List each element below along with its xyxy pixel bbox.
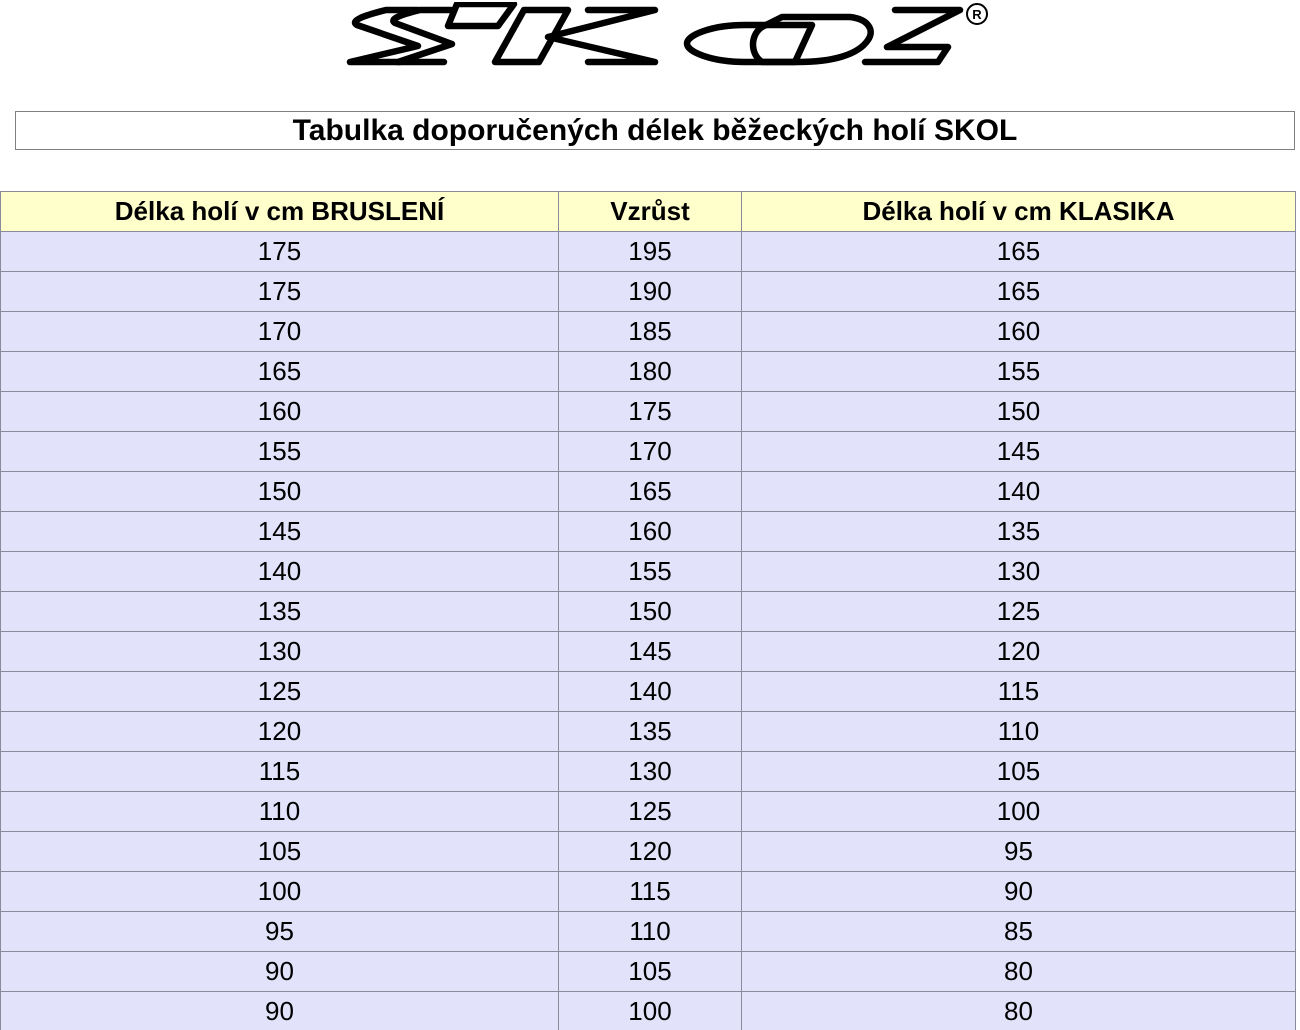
svg-text:R: R <box>972 7 982 22</box>
